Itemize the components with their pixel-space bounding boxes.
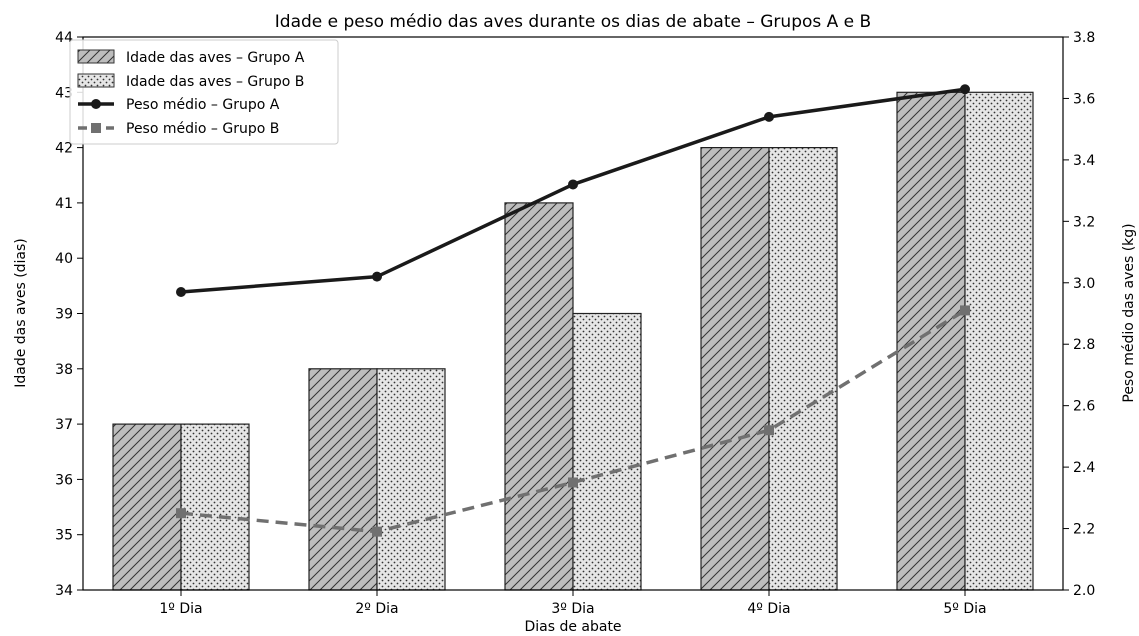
legend-marker-line-b: [91, 123, 101, 133]
bar-a-3: [700, 147, 770, 591]
bar-b-3: [768, 147, 838, 591]
point-b-3: [764, 425, 774, 436]
legend-marker-line-a: [91, 99, 101, 109]
bar-b-2: [572, 312, 642, 591]
y-tick-label-4: 38: [55, 362, 73, 378]
x-axis: 1º Dia 2º Dia 3º Dia 4º Dia 5º Dia: [159, 590, 987, 617]
bar-b-0: [180, 423, 250, 591]
bar-a-0: [112, 423, 182, 591]
point-a-0: [176, 286, 186, 297]
y2-tick-label-6: 3.2: [1073, 214, 1095, 230]
point-a-2: [568, 179, 578, 190]
y-tick-label-10: 44: [55, 30, 73, 46]
bar-b-1: [376, 368, 446, 591]
y-axis-label-right: Peso médio das aves (kg): [1121, 223, 1137, 402]
x-tick-label-0: 1º Dia: [159, 601, 202, 617]
legend-frame: [69, 39, 339, 145]
y-tick-label-9: 43: [55, 85, 73, 101]
legend-label-line-b: Peso médio – Grupo B: [126, 121, 279, 137]
y2-tick-label-4: 2.8: [1073, 337, 1095, 353]
y2-tick-label-7: 3.4: [1073, 153, 1095, 169]
y2-tick-label-0: 2.0: [1073, 583, 1095, 599]
y-tick-label-1: 35: [55, 528, 73, 544]
y-axis-label-left: Idade das aves (dias): [13, 238, 29, 388]
y-tick-label-8: 42: [55, 141, 73, 157]
point-b-4: [960, 305, 970, 316]
x-tick-label-1: 2º Dia: [355, 601, 398, 617]
y2-tick-label-3: 2.6: [1073, 399, 1095, 415]
y2-tick-label-5: 3.0: [1073, 276, 1095, 292]
legend-label-bar-a: Idade das aves – Grupo A: [126, 50, 305, 66]
bar-layer: [112, 91, 1034, 591]
x-axis-label: Dias de abate: [524, 619, 621, 635]
y-tick-label-6: 40: [55, 251, 73, 267]
legend-label-line-a: Peso médio – Grupo A: [126, 97, 280, 113]
bar-a-1: [308, 368, 378, 591]
legend: Idade das aves – Grupo A Idade das aves …: [69, 39, 339, 145]
line-layer: [176, 84, 970, 537]
y-tick-label-0: 34: [55, 583, 73, 599]
y-tick-label-5: 39: [55, 307, 73, 323]
point-b-1: [372, 526, 382, 537]
legend-label-bar-b: Idade das aves – Grupo B: [126, 74, 304, 90]
chart-title: Idade e peso médio das aves durante os d…: [275, 12, 871, 32]
x-tick-label-4: 5º Dia: [943, 601, 986, 617]
y-axis-right: 2.0 2.2 2.4 2.6 2.8 3.0 3.2 3.4 3.6 3.8: [1063, 30, 1095, 599]
legend-swatch-bar-b: [77, 73, 115, 88]
point-a-4: [960, 84, 970, 95]
y-tick-label-7: 41: [55, 196, 73, 212]
point-b-2: [568, 477, 578, 488]
point-a-3: [764, 111, 774, 122]
y2-tick-label-1: 2.2: [1073, 522, 1095, 538]
y-axis-left: 34 35 36 37 38 39 40 41 42 43 44: [55, 30, 83, 599]
y-tick-label-3: 37: [55, 417, 73, 433]
x-tick-label-3: 4º Dia: [747, 601, 790, 617]
bar-a-4: [896, 91, 966, 591]
legend-swatch-bar-a: [77, 49, 115, 64]
y2-tick-label-9: 3.8: [1073, 30, 1095, 46]
point-a-1: [372, 271, 382, 282]
bar-b-4: [964, 91, 1034, 591]
y2-tick-label-8: 3.6: [1073, 91, 1095, 107]
y-tick-label-2: 36: [55, 472, 73, 488]
x-tick-label-2: 3º Dia: [551, 601, 594, 617]
point-b-0: [176, 508, 186, 519]
y2-tick-label-2: 2.4: [1073, 460, 1095, 476]
bar-a-2: [504, 202, 574, 591]
